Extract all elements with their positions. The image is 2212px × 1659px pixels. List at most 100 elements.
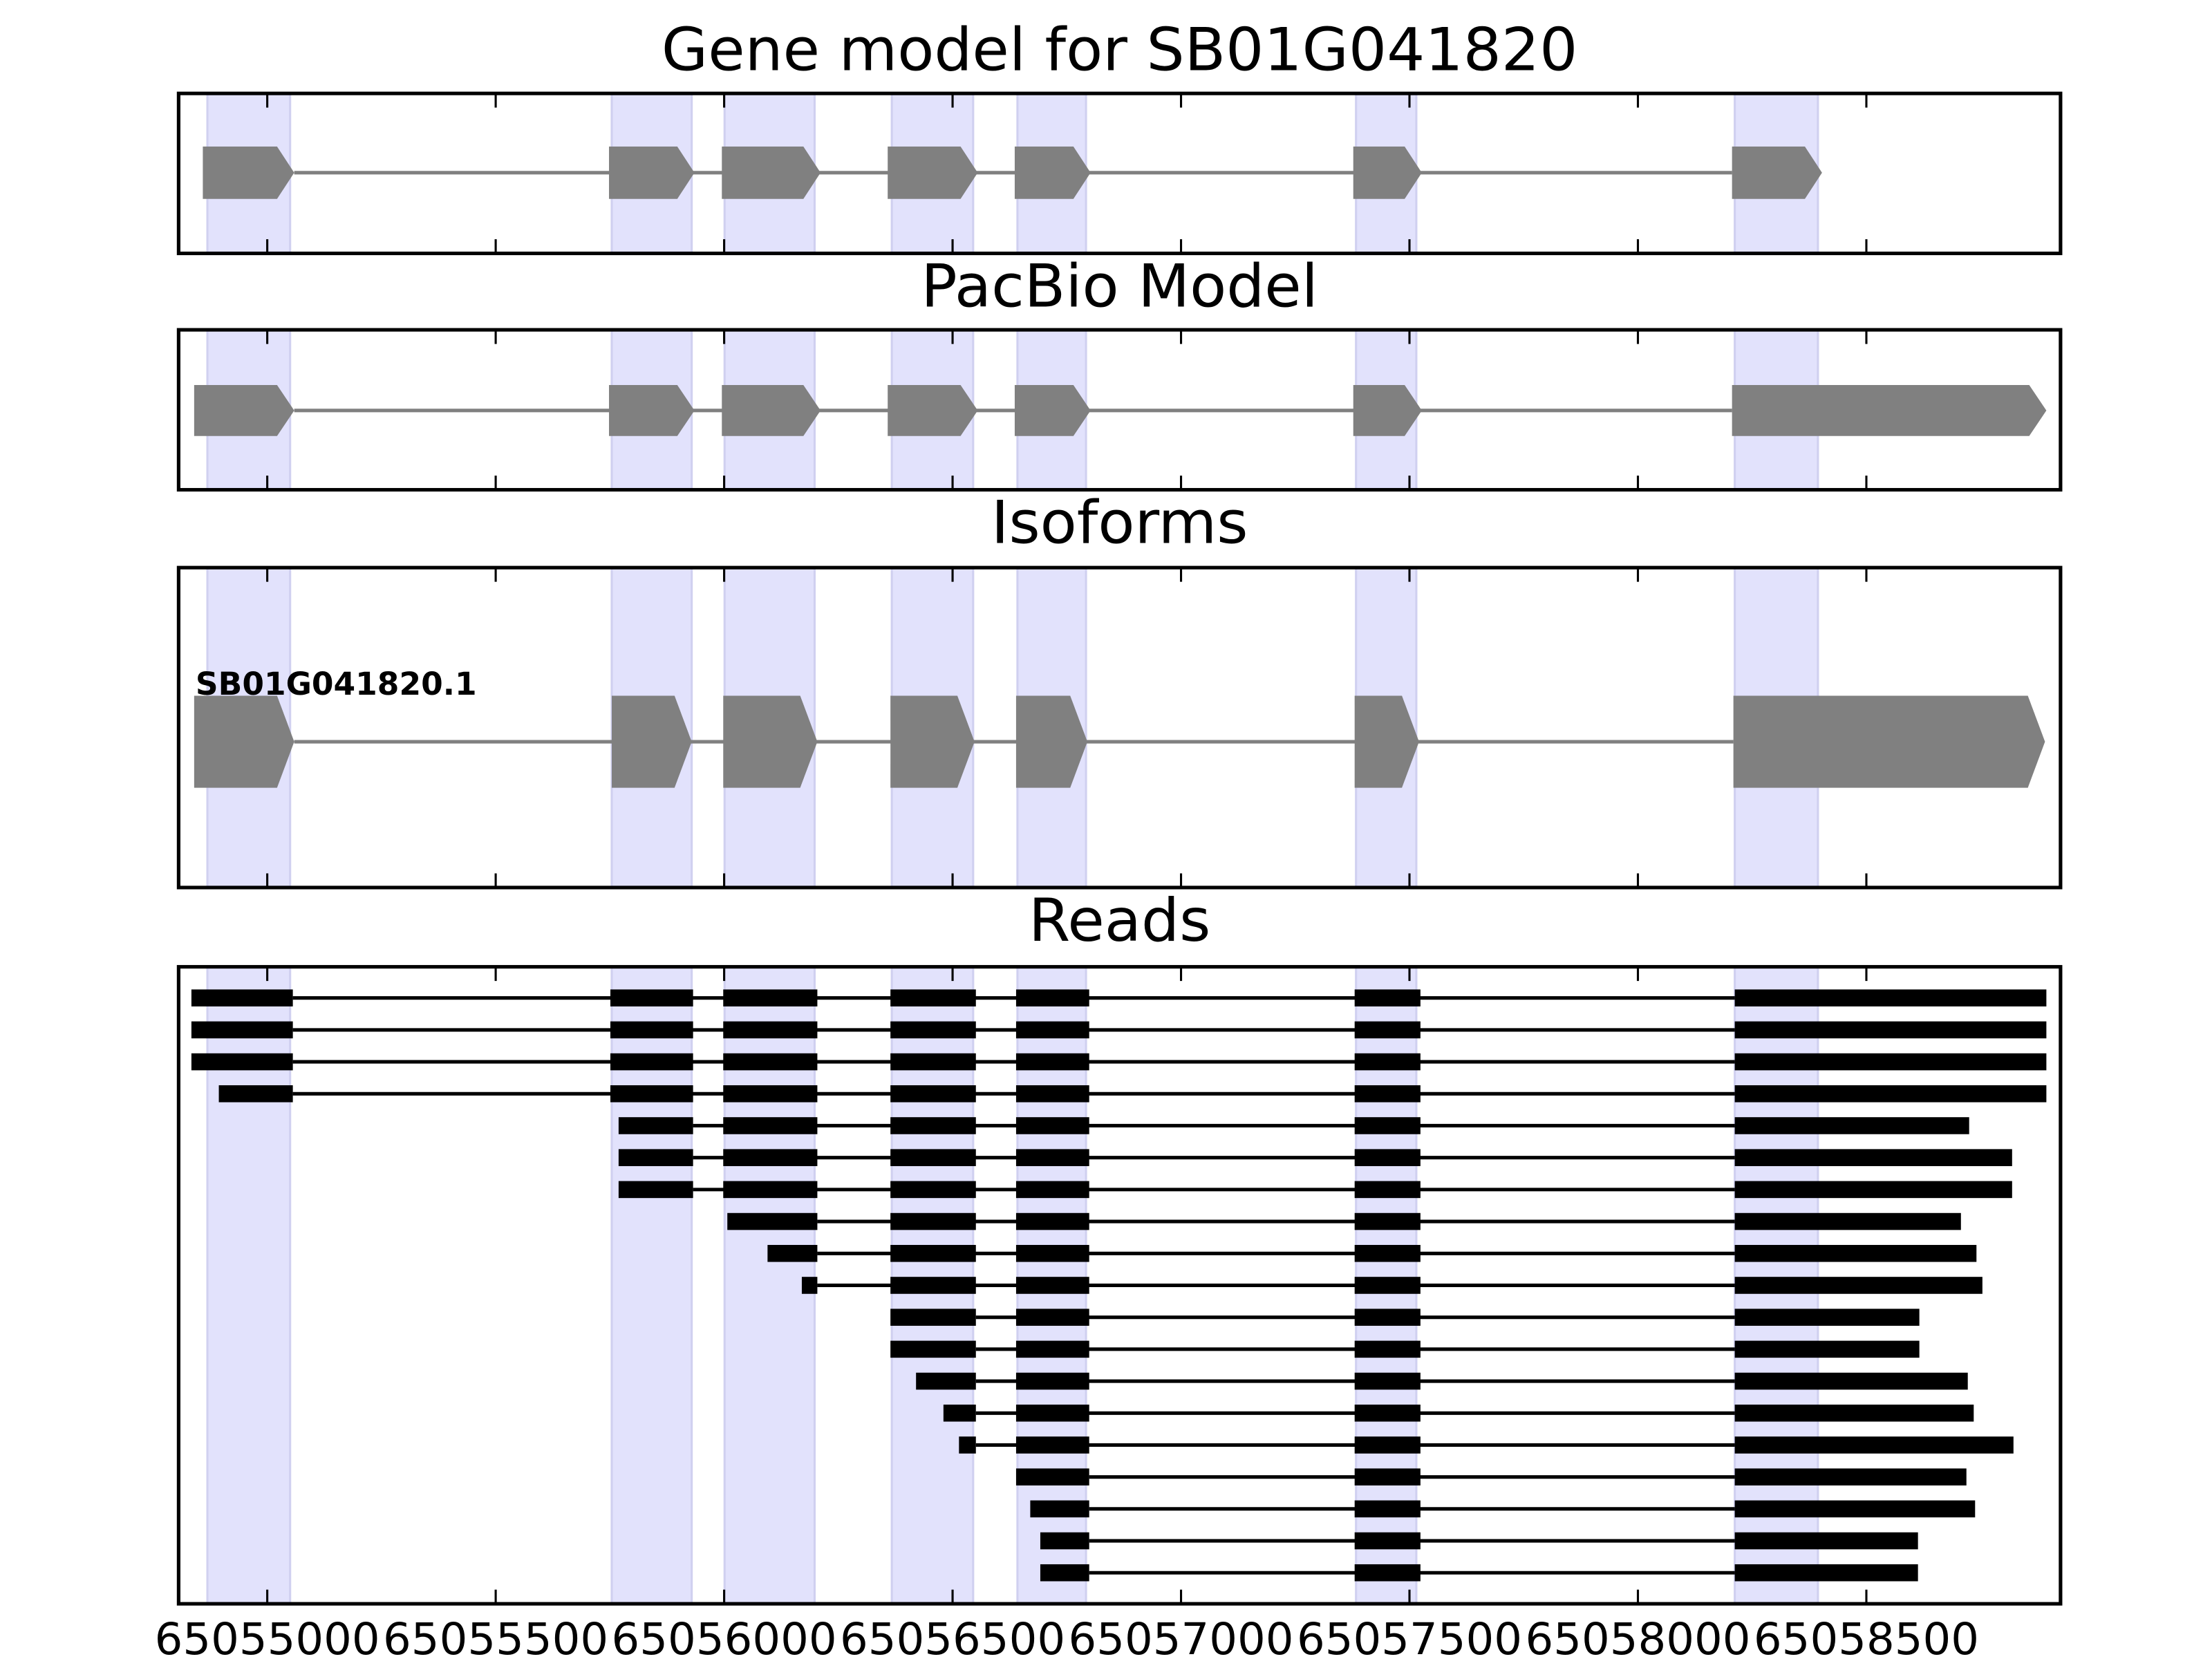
read-block xyxy=(1354,1404,1421,1422)
panel-title: PacBio Model xyxy=(921,252,1318,321)
exon xyxy=(888,384,978,436)
read-block xyxy=(1015,1340,1089,1358)
panel-frame xyxy=(176,328,2063,492)
read-block xyxy=(1015,1181,1089,1199)
read-block xyxy=(723,1181,818,1199)
read-block xyxy=(890,1021,976,1039)
read-block xyxy=(916,1372,976,1390)
exon xyxy=(1014,146,1091,199)
read-block xyxy=(1734,1149,2012,1166)
exon-highlight xyxy=(610,966,693,1605)
read-block xyxy=(1015,1468,1089,1485)
read-block xyxy=(1354,1564,1421,1582)
x-tick-label: 65057500 xyxy=(1297,1614,1522,1659)
read-block xyxy=(723,989,818,1006)
read-block xyxy=(1734,1212,1961,1230)
read-block xyxy=(1354,989,1421,1006)
read-block xyxy=(723,1085,818,1103)
x-tick-label: 65056500 xyxy=(840,1614,1065,1659)
read-block xyxy=(1734,1372,1968,1390)
read-block xyxy=(1734,1564,1918,1582)
read-block xyxy=(1734,1468,1967,1485)
read-block xyxy=(1734,1053,2047,1071)
read-block xyxy=(1354,1085,1421,1103)
read-block xyxy=(1734,1436,2014,1454)
read-block xyxy=(1734,989,2047,1006)
read-block xyxy=(1734,1244,1977,1262)
read-block xyxy=(890,1340,976,1358)
read-block xyxy=(1015,1309,1089,1326)
read-block xyxy=(191,1053,293,1071)
read-block xyxy=(1354,1372,1421,1390)
exon xyxy=(1732,146,1822,199)
read-block xyxy=(890,1149,976,1166)
read-block xyxy=(1040,1564,1089,1582)
read-block xyxy=(1354,1532,1421,1550)
read-block xyxy=(959,1436,976,1454)
x-tick-label: 65057000 xyxy=(1068,1614,1293,1659)
read-block xyxy=(943,1404,976,1422)
read-block xyxy=(610,1021,693,1039)
panel-frame xyxy=(176,91,2063,256)
read-block xyxy=(767,1244,818,1262)
read-block xyxy=(1354,1500,1421,1518)
read-block xyxy=(1015,1404,1089,1422)
read-block xyxy=(1734,1532,1918,1550)
read-block xyxy=(1015,1372,1089,1390)
exon xyxy=(1014,384,1091,436)
read-block xyxy=(1015,1117,1089,1134)
read-block xyxy=(1015,1149,1089,1166)
read-block xyxy=(1015,1021,1089,1039)
x-tick-label: 65058000 xyxy=(1525,1614,1750,1659)
read-block xyxy=(618,1149,693,1166)
read-block xyxy=(723,1149,818,1166)
x-tick-label: 65055000 xyxy=(155,1614,380,1659)
read-block xyxy=(1734,1085,2047,1103)
exon-highlight xyxy=(723,966,816,1605)
read-block xyxy=(1015,1085,1089,1103)
exon xyxy=(890,695,975,788)
read-block xyxy=(890,1053,976,1071)
read-block xyxy=(1354,1021,1421,1039)
read-block xyxy=(1015,1212,1089,1230)
read-block xyxy=(890,1085,976,1103)
read-block xyxy=(1015,1053,1089,1071)
x-tick-label: 65055500 xyxy=(383,1614,608,1659)
read-block xyxy=(1354,1053,1421,1071)
read-block xyxy=(1354,1181,1421,1199)
read-block xyxy=(1354,1277,1421,1294)
read-block xyxy=(890,1117,976,1134)
read-block xyxy=(1354,1340,1421,1358)
read-block xyxy=(1734,1021,2047,1039)
read-block xyxy=(1015,1436,1089,1454)
read-block xyxy=(1354,1436,1421,1454)
panel-frame xyxy=(176,565,2063,890)
exon xyxy=(203,146,294,199)
read-block xyxy=(1354,1149,1421,1166)
read-block xyxy=(1734,1117,1969,1134)
read-block xyxy=(218,1085,293,1103)
read-block xyxy=(1734,1277,1983,1294)
panel-frame xyxy=(176,965,2063,1606)
x-tick-label: 65058500 xyxy=(1754,1614,1979,1659)
x-tick-label: 65056000 xyxy=(612,1614,837,1659)
exon xyxy=(722,146,821,199)
read-block xyxy=(1015,1244,1089,1262)
read-block xyxy=(890,1181,976,1199)
exon xyxy=(1354,695,1419,788)
read-block xyxy=(1734,1500,1976,1518)
read-block xyxy=(610,1085,693,1103)
read-block xyxy=(618,1117,693,1134)
read-block xyxy=(723,1117,818,1134)
panel-title: Gene model for SB01G041820 xyxy=(662,16,1577,85)
exon xyxy=(1353,384,1422,436)
read-block xyxy=(191,1021,293,1039)
exon xyxy=(194,695,294,788)
exon xyxy=(1015,695,1088,788)
read-block xyxy=(890,1277,976,1294)
read-block xyxy=(1354,1117,1421,1134)
exon xyxy=(609,384,695,436)
read-block xyxy=(723,1053,818,1071)
read-block xyxy=(610,989,693,1006)
